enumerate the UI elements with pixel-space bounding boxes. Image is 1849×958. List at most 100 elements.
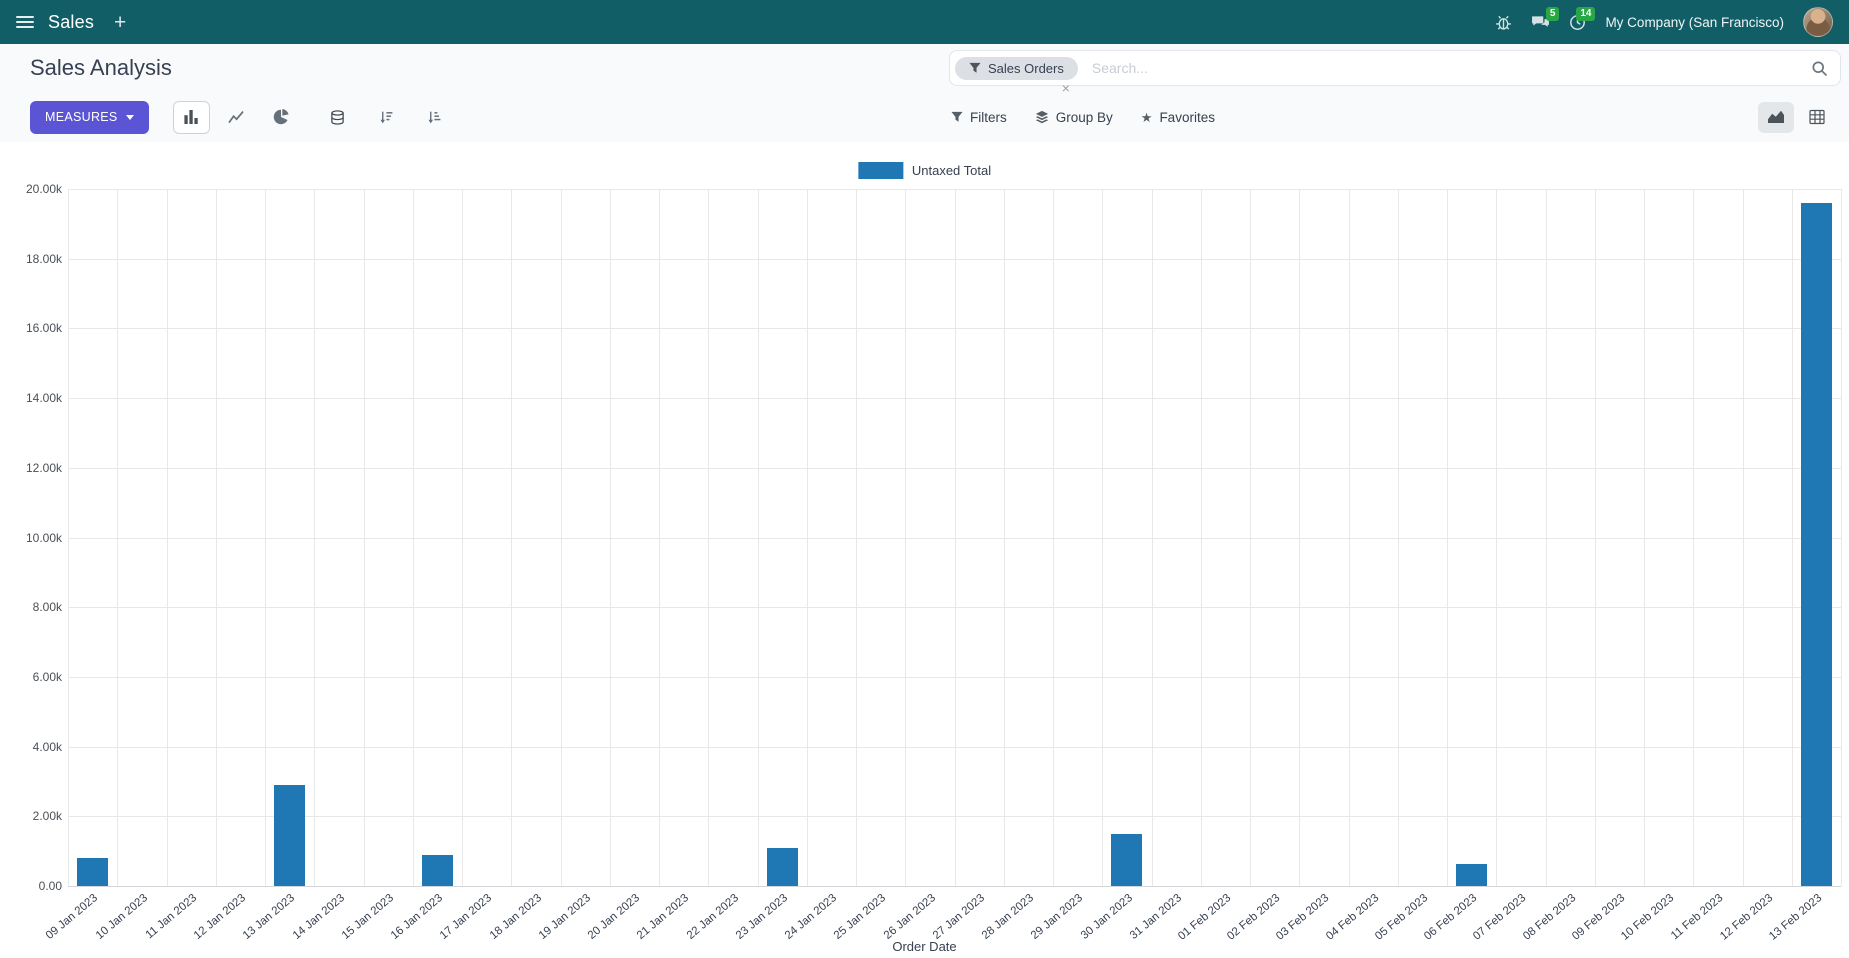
gridline: [905, 189, 907, 886]
search-bar[interactable]: Sales Orders ×: [949, 50, 1841, 95]
x-tick-label: 16 Jan 2023: [388, 892, 446, 942]
favorites-button[interactable]: ★ Favorites: [1141, 110, 1215, 125]
x-tick-label: 14 Jan 2023: [290, 892, 347, 942]
x-tick-label: 02 Feb 2023: [1225, 892, 1283, 943]
gridline: [166, 189, 168, 886]
bar[interactable]: [1800, 202, 1832, 886]
company-switcher[interactable]: My Company (San Francisco): [1605, 14, 1784, 30]
facet-remove-icon[interactable]: ×: [1061, 79, 1070, 96]
pie-chart-button[interactable]: [263, 101, 300, 134]
x-tick-label: 13 Feb 2023: [1766, 892, 1825, 943]
breadcrumb-row: Sales Analysis Sales Orders ×: [0, 44, 1849, 95]
filters-label: Filters: [970, 109, 1007, 125]
x-tick-label: 11 Feb 2023: [1669, 892, 1726, 943]
messages-icon[interactable]: 5: [1531, 6, 1560, 31]
filters-button[interactable]: Filters: [951, 110, 1007, 125]
bar[interactable]: [77, 858, 109, 886]
gridline: [363, 189, 365, 886]
gridline: [1348, 189, 1350, 886]
x-tick-label: 01 Feb 2023: [1175, 892, 1234, 943]
gridline: [1102, 189, 1104, 886]
activities-icon[interactable]: 14: [1569, 6, 1596, 31]
x-tick-label: 31 Jan 2023: [1127, 892, 1184, 942]
gridline: [1447, 189, 1448, 886]
y-tick-label: 16.00k: [25, 321, 62, 336]
gridline: [1791, 189, 1793, 886]
filter-icon: [951, 111, 963, 123]
gridline: [1053, 189, 1054, 886]
gridline: [1200, 189, 1202, 886]
bar[interactable]: [1111, 833, 1143, 886]
x-tick-label: 11 Jan 2023: [143, 892, 199, 942]
gridline: [314, 189, 316, 886]
star-icon: ★: [1140, 109, 1153, 125]
measures-button[interactable]: MEASURES: [30, 100, 149, 134]
gridline: [68, 886, 1841, 887]
bar[interactable]: [274, 784, 306, 886]
facet-pill[interactable]: Sales Orders: [955, 56, 1078, 80]
x-tick-label: 12 Feb 2023: [1717, 892, 1775, 943]
gridline: [1545, 189, 1547, 886]
gridline: [659, 189, 660, 886]
menu-icon[interactable]: [16, 16, 34, 28]
x-tick-label: 19 Jan 2023: [536, 892, 593, 942]
y-tick-label: 6.00k: [32, 669, 62, 684]
messages-badge: 5: [1545, 6, 1560, 21]
bar[interactable]: [1456, 863, 1488, 886]
gridline: [511, 189, 513, 886]
sort-ascending-button[interactable]: [418, 101, 450, 134]
legend[interactable]: Untaxed Total: [857, 162, 991, 179]
group-by-button[interactable]: Group By: [1035, 110, 1113, 125]
pivot-view-button[interactable]: [1799, 102, 1835, 133]
legend-swatch: [857, 162, 903, 179]
gridline: [265, 189, 266, 886]
stacked-toggle-button[interactable]: [322, 101, 354, 134]
search-input[interactable]: [1077, 60, 1811, 76]
y-tick-label: 10.00k: [25, 530, 62, 545]
gridline: [68, 189, 69, 886]
search-facet[interactable]: Sales Orders ×: [955, 56, 1078, 95]
x-tick-label: 24 Jan 2023: [782, 892, 840, 942]
gridline: [462, 189, 463, 886]
x-tick-label: 27 Jan 2023: [930, 892, 987, 942]
top-bar: Sales + 5 14 My Company (San Francisco): [0, 0, 1849, 44]
y-axis-labels: 0.00 2.00k 4.00k 6.00k 8.00k 10.00k 12.00k 14.0…: [0, 182, 62, 893]
x-tick-label: 08 Feb 2023: [1520, 892, 1578, 943]
graph-view-button[interactable]: [1758, 101, 1794, 133]
x-tick-label: 09 Jan 2023: [44, 892, 101, 942]
gridline: [1151, 189, 1153, 886]
avatar[interactable]: [1803, 7, 1833, 37]
x-tick-label: 28 Jan 2023: [979, 892, 1037, 942]
gridline: [1693, 189, 1695, 886]
filter-icon: [969, 62, 981, 74]
bug-icon[interactable]: [1495, 14, 1512, 31]
app-name[interactable]: Sales: [48, 11, 95, 32]
bar[interactable]: [421, 854, 453, 886]
gridline: [806, 189, 808, 886]
facet-label: Sales Orders: [988, 60, 1064, 76]
gridline: [1841, 189, 1842, 886]
y-tick-label: 8.00k: [32, 600, 62, 615]
search-options: Filters Group By ★ Favorites: [951, 92, 1215, 142]
x-tick-label: 06 Feb 2023: [1422, 892, 1480, 943]
x-axis-title: Order Date: [892, 939, 957, 954]
x-tick-label: 05 Feb 2023: [1372, 892, 1431, 943]
gridline: [1397, 189, 1399, 886]
bar-chart-button[interactable]: [172, 100, 210, 134]
search-icon[interactable]: [1811, 60, 1828, 77]
line-chart-button[interactable]: [218, 101, 255, 134]
favorites-label: Favorites: [1159, 109, 1215, 125]
gridline: [1299, 189, 1301, 886]
gridline: [1250, 189, 1251, 886]
control-panel: Sales Analysis Sales Orders × MEASURE: [0, 44, 1849, 142]
x-tick-label: 09 Feb 2023: [1569, 892, 1628, 943]
toolbar-row: MEASURES: [0, 92, 1849, 142]
bar[interactable]: [766, 848, 798, 886]
plus-icon[interactable]: +: [114, 10, 127, 34]
sort-descending-button[interactable]: [370, 101, 402, 134]
x-tick-label: 30 Jan 2023: [1078, 892, 1135, 942]
y-tick-label: 14.00k: [25, 391, 62, 406]
x-tick-label: 29 Jan 2023: [1029, 892, 1086, 942]
gridline: [215, 189, 217, 886]
measures-label: MEASURES: [45, 110, 118, 124]
